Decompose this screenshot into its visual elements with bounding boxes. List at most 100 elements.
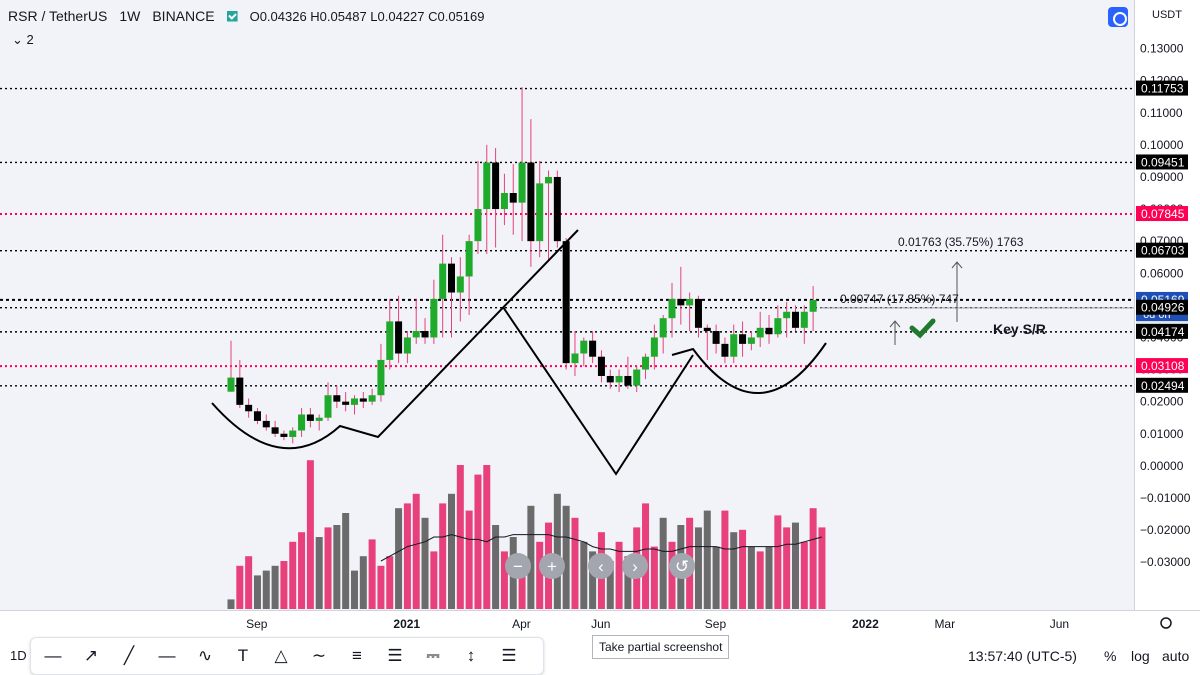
- volume-bar: [756, 551, 764, 609]
- price-tag-label: 0.11753: [1141, 82, 1184, 96]
- x-tick-label: 2022: [852, 617, 879, 631]
- candle-body: [377, 359, 385, 396]
- candle-body: [527, 162, 535, 242]
- auto-scale-icon[interactable]: [1108, 7, 1128, 27]
- zoom-out-icon[interactable]: −: [505, 553, 531, 579]
- volume-bar: [518, 556, 526, 609]
- candle-body: [562, 241, 570, 364]
- candle-body: [306, 414, 314, 421]
- volume-bar: [368, 539, 376, 609]
- zoom-in-icon[interactable]: +: [539, 553, 565, 579]
- brush-icon[interactable]: ⎓: [426, 646, 440, 665]
- volume-bar: [562, 505, 570, 609]
- price-tag: [1136, 299, 1188, 315]
- volume-bar: [306, 460, 314, 609]
- volume-bar: [465, 510, 473, 609]
- price-tag-label: 0.07845: [1141, 207, 1185, 221]
- volume-bar: [809, 508, 817, 609]
- ray-tool-icon[interactable]: ↗: [83, 646, 99, 665]
- price-tag: [1136, 358, 1188, 374]
- line-tool-icon[interactable]: —: [44, 646, 62, 665]
- price-tag-label: 0.04926: [1141, 301, 1185, 315]
- volume-bar: [527, 505, 535, 609]
- candle-body: [642, 356, 650, 370]
- path-icon[interactable]: ∿: [197, 646, 213, 665]
- candle-body: [800, 311, 808, 328]
- y-tick-label: 0.11000: [1140, 106, 1183, 120]
- horizontal-line-icon[interactable]: ―: [158, 646, 176, 665]
- candle-body: [712, 331, 720, 344]
- volume-bar: [280, 561, 288, 609]
- candle-body: [783, 311, 791, 319]
- measure-icon[interactable]: ↕: [466, 646, 476, 665]
- volume-bar: [818, 527, 826, 609]
- price-tag: [1136, 242, 1188, 258]
- y-tick-label: −0.02000: [1140, 523, 1191, 537]
- candle-body: [730, 334, 738, 357]
- symbol-name[interactable]: RSR / TetherUS: [8, 8, 108, 24]
- volume-bar: [615, 541, 623, 609]
- triangle-icon[interactable]: △: [274, 646, 288, 665]
- percent-scale-button[interactable]: %: [1104, 648, 1117, 664]
- auto-scale-button[interactable]: auto: [1162, 648, 1190, 664]
- fib-icon[interactable]: ≡: [352, 646, 362, 665]
- y-tick-label: −0.03000: [1140, 555, 1191, 569]
- volume-bar: [739, 529, 747, 609]
- candle-body: [553, 176, 561, 242]
- drawing-toolbar: — ↗ ╱ ― ∿ T △ ∼ ≡ ☰ ⎓ ↕ ☰: [30, 637, 544, 675]
- candle-body: [756, 327, 764, 338]
- curve-icon[interactable]: ∼: [311, 646, 327, 665]
- candle-body: [324, 395, 332, 418]
- volume-bar: [721, 510, 729, 609]
- indicator-count: 2: [26, 32, 34, 47]
- legend-timeframe[interactable]: 1W: [119, 8, 141, 24]
- volume-bar: [492, 525, 500, 609]
- check-icon: [909, 318, 936, 339]
- timeframe-label[interactable]: 1D: [10, 648, 27, 663]
- reset-chart-icon[interactable]: ↺: [669, 553, 695, 579]
- candle-body: [492, 162, 500, 210]
- volume-bar: [448, 493, 455, 609]
- log-scale-button[interactable]: log: [1131, 648, 1150, 664]
- candle-body: [245, 404, 253, 412]
- candle-body: [633, 369, 641, 386]
- y-tick-label: 0.02000: [1140, 395, 1184, 409]
- candle-body: [545, 176, 553, 184]
- text-icon[interactable]: T: [237, 646, 249, 665]
- candle-body: [439, 263, 447, 299]
- fib-channel-icon[interactable]: ☰: [387, 646, 403, 665]
- x-tick-label: 2021: [393, 617, 420, 631]
- y-tick-label: 0.13000: [1140, 42, 1184, 56]
- long-position-icon[interactable]: ☰: [501, 646, 517, 665]
- candle-body: [448, 263, 455, 293]
- candle-body: [765, 327, 773, 335]
- candle-body: [650, 337, 658, 357]
- gear-icon: [1160, 617, 1172, 629]
- volume-bar: [694, 527, 702, 609]
- time-axis[interactable]: [0, 610, 1200, 637]
- candle-body: [271, 427, 279, 434]
- clock[interactable]: 13:57:40 (UTC-5): [968, 648, 1077, 664]
- candle-body: [483, 162, 491, 210]
- volume-bar: [668, 541, 676, 609]
- volume-bar: [703, 510, 711, 609]
- scroll-right-icon[interactable]: ›: [622, 553, 648, 579]
- volume-bar: [245, 556, 253, 609]
- price-axis[interactable]: [1134, 0, 1200, 610]
- candle-body: [571, 353, 579, 364]
- volume-bar: [800, 541, 808, 609]
- measure-long-label: 0.01763 (35.75%) 1763: [898, 235, 1024, 249]
- candle-body: [298, 414, 306, 431]
- indicators-collapse[interactable]: ⌄ 2: [12, 32, 34, 48]
- volume-bar: [483, 465, 491, 609]
- volume-bar: [606, 561, 614, 609]
- candle-body: [227, 377, 235, 392]
- volume-bar: [315, 537, 323, 609]
- volume-bar: [774, 515, 782, 609]
- candle-body: [580, 340, 588, 354]
- screenshot-tooltip: Take partial screenshot: [592, 635, 730, 659]
- trend-line-icon[interactable]: ╱: [123, 646, 135, 665]
- volume-bar: [589, 551, 597, 609]
- scroll-left-icon[interactable]: ‹: [588, 553, 614, 579]
